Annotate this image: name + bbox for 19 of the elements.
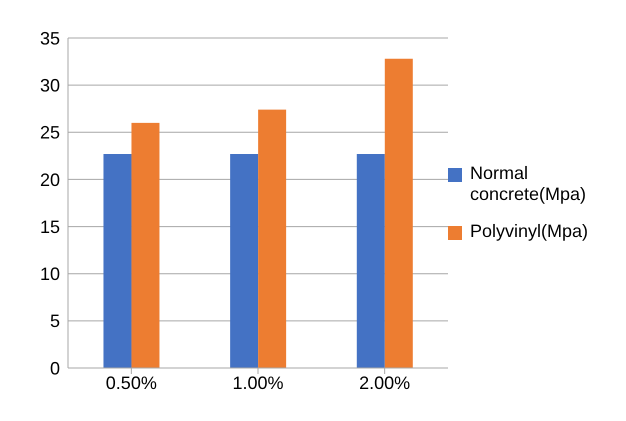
legend-label: Polyvinyl(Mpa) — [470, 221, 588, 242]
bar — [230, 154, 258, 368]
legend-label: Normal concrete(Mpa) — [470, 163, 588, 205]
y-tick-label: 0 — [50, 358, 60, 378]
y-tick-label: 5 — [50, 311, 60, 332]
x-tick-label: 0.50% — [106, 372, 157, 393]
x-tick-label: 1.00% — [232, 372, 284, 393]
y-tick-label: 25 — [40, 122, 60, 143]
bar — [103, 154, 132, 368]
y-tick-label: 30 — [40, 76, 60, 96]
y-tick-label: 15 — [40, 216, 60, 237]
y-tick-label: 20 — [40, 170, 60, 190]
bar — [258, 110, 286, 368]
bar — [384, 58, 413, 368]
x-tick-label: 2.00% — [359, 372, 410, 393]
bar — [131, 122, 160, 368]
bar — [356, 154, 385, 368]
y-tick-label: 35 — [40, 28, 60, 48]
y-tick-label: 10 — [40, 264, 60, 284]
